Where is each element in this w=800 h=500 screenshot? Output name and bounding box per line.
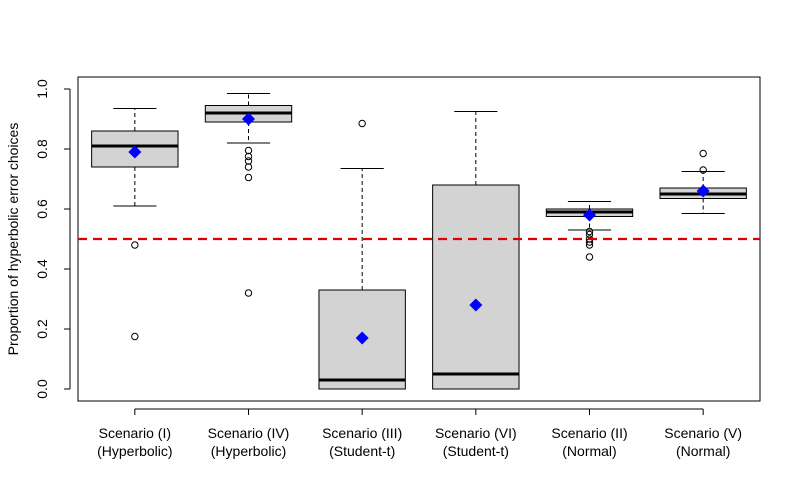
mean-marker <box>242 112 255 126</box>
x-tick-label-distribution: (Student-t) <box>443 443 509 459</box>
box-group <box>659 149 747 214</box>
mean-marker <box>696 184 710 198</box>
x-tick-label-scenario: Scenario (I) <box>99 425 171 441</box>
x-tick-label-scenario: Scenario (III) <box>322 425 402 441</box>
x-tick-label-distribution: (Hyperbolic) <box>211 443 286 459</box>
mean-marker <box>583 208 596 222</box>
outlier-point <box>244 152 253 161</box>
y-tick-label: 0.2 <box>34 319 50 339</box>
y-tick-label: 0.4 <box>34 259 50 279</box>
x-tick-label-scenario: Scenario (VI) <box>435 425 517 441</box>
outlier-point <box>585 253 594 261</box>
plot-frame <box>77 76 761 402</box>
outlier-point <box>131 332 139 341</box>
y-tick-label: 0.8 <box>34 139 50 159</box>
y-axis-label: Proportion of hyperbolic error choices <box>5 123 21 356</box>
y-axis: 0.0 0.2 0.4 0.6 0.8 1.0 <box>34 79 71 399</box>
mean-marker <box>128 145 142 159</box>
outlier-point <box>585 227 594 236</box>
x-tick-label-scenario: Scenario (IV) <box>208 425 290 441</box>
boxes-layer <box>91 93 747 390</box>
outlier-point <box>699 166 707 174</box>
y-tick-label: 0.0 <box>34 379 50 399</box>
y-tick-label: 1.0 <box>34 79 50 99</box>
outlier-point <box>244 173 253 182</box>
outlier-point <box>358 119 366 128</box>
x-tick-label-distribution: (Hyperbolic) <box>97 443 172 459</box>
outlier-point <box>244 157 253 165</box>
outlier-point <box>585 241 594 249</box>
x-tick-label-scenario: Scenario (V) <box>664 425 742 441</box>
box-group <box>545 201 634 261</box>
box-group <box>432 111 520 390</box>
mean-marker <box>469 298 483 312</box>
x-tick-label-distribution: (Student-t) <box>329 443 395 459</box>
box-group <box>91 108 179 341</box>
outlier-point <box>699 149 707 158</box>
mean-marker <box>355 331 369 345</box>
iqr-box <box>432 184 520 390</box>
x-tick-label-distribution: (Normal) <box>562 443 616 459</box>
outlier-point <box>244 163 253 171</box>
box-group <box>318 119 406 390</box>
x-tick-label-scenario: Scenario (II) <box>551 425 627 441</box>
y-tick-label: 0.6 <box>34 199 50 219</box>
x-axis: Scenario (I) (Hyperbolic) Scenario (IV) (Hy… <box>97 408 742 459</box>
outlier-point <box>244 289 253 297</box>
outlier-point <box>131 241 139 249</box>
outlier-point <box>244 146 253 155</box>
box-group <box>204 93 293 297</box>
x-tick-label-distribution: (Normal) <box>676 443 730 459</box>
outlier-point <box>585 230 594 239</box>
